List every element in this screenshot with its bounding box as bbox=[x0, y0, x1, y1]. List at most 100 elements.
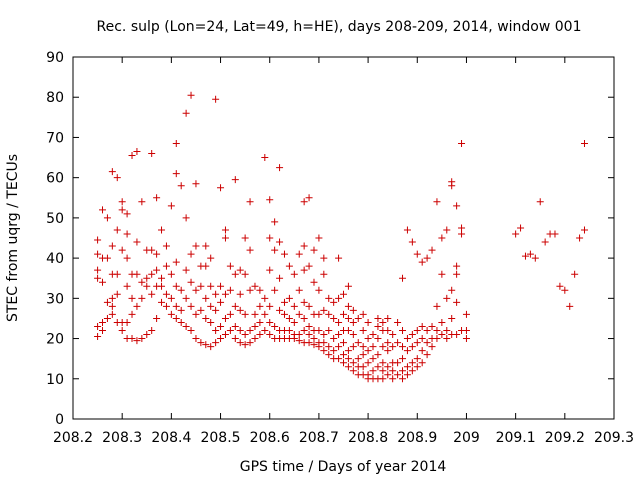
data-point bbox=[246, 339, 254, 347]
data-point bbox=[389, 343, 397, 351]
x-tick-label: 209.1 bbox=[496, 430, 536, 446]
data-point bbox=[94, 322, 102, 330]
data-point bbox=[344, 314, 352, 322]
data-point bbox=[192, 286, 200, 294]
data-point bbox=[153, 266, 161, 274]
data-point bbox=[94, 333, 102, 341]
data-point bbox=[295, 286, 303, 294]
data-point bbox=[580, 139, 588, 147]
data-point bbox=[266, 331, 274, 339]
data-point bbox=[320, 254, 328, 262]
data-point bbox=[133, 337, 141, 345]
data-point bbox=[221, 226, 229, 234]
data-point bbox=[300, 327, 308, 335]
data-point bbox=[113, 270, 121, 278]
data-point bbox=[335, 355, 343, 363]
data-point bbox=[394, 371, 402, 379]
data-point bbox=[394, 359, 402, 367]
data-point bbox=[99, 327, 107, 335]
data-point bbox=[103, 298, 111, 306]
data-point bbox=[226, 327, 234, 335]
y-tick-label: 90 bbox=[46, 50, 64, 66]
data-point bbox=[453, 262, 461, 270]
data-point bbox=[187, 302, 195, 310]
data-point bbox=[305, 262, 313, 270]
data-point bbox=[128, 294, 136, 302]
data-point bbox=[374, 322, 382, 330]
data-point bbox=[354, 339, 362, 347]
data-point bbox=[271, 218, 279, 226]
data-point bbox=[349, 343, 357, 351]
x-tick-label: 208.3 bbox=[102, 430, 142, 446]
x-tick-label: 209 bbox=[453, 430, 480, 446]
data-point bbox=[438, 234, 446, 242]
data-point bbox=[143, 282, 151, 290]
data-point bbox=[517, 224, 525, 232]
data-point bbox=[217, 282, 225, 290]
data-point bbox=[276, 274, 284, 282]
data-point bbox=[418, 258, 426, 266]
data-point bbox=[182, 109, 190, 117]
data-point bbox=[113, 226, 121, 234]
data-point bbox=[399, 375, 407, 383]
data-point bbox=[335, 318, 343, 326]
y-tick-label: 70 bbox=[46, 130, 64, 146]
data-point bbox=[182, 214, 190, 222]
data-point bbox=[285, 294, 293, 302]
data-point bbox=[182, 322, 190, 330]
data-point bbox=[423, 351, 431, 359]
data-point bbox=[251, 322, 259, 330]
data-point bbox=[94, 236, 102, 244]
data-point bbox=[236, 327, 244, 335]
data-point bbox=[340, 351, 347, 359]
x-tick-label: 208.2 bbox=[53, 430, 93, 446]
data-point bbox=[241, 310, 249, 318]
data-point bbox=[221, 234, 229, 242]
data-point bbox=[462, 327, 470, 335]
data-point bbox=[433, 302, 441, 310]
data-point bbox=[369, 343, 377, 351]
data-point bbox=[118, 206, 126, 214]
data-point bbox=[330, 335, 338, 343]
data-point bbox=[162, 302, 170, 310]
data-point bbox=[192, 335, 200, 343]
data-point bbox=[399, 327, 407, 335]
data-point bbox=[364, 318, 372, 326]
data-point bbox=[256, 286, 264, 294]
data-point bbox=[315, 286, 323, 294]
data-point bbox=[207, 282, 215, 290]
x-tick-label: 209.2 bbox=[545, 430, 585, 446]
data-point bbox=[428, 322, 436, 330]
data-point bbox=[531, 254, 539, 262]
data-point bbox=[349, 367, 357, 375]
data-point bbox=[172, 258, 180, 266]
data-point bbox=[423, 339, 431, 347]
data-point bbox=[423, 254, 431, 262]
data-point bbox=[251, 282, 259, 290]
data-point bbox=[197, 306, 205, 314]
data-point bbox=[561, 286, 569, 294]
data-point bbox=[438, 270, 446, 278]
data-point bbox=[241, 270, 249, 278]
data-point bbox=[158, 298, 166, 306]
data-point bbox=[138, 335, 146, 343]
data-point bbox=[448, 286, 456, 294]
data-point bbox=[285, 262, 293, 270]
data-point bbox=[231, 335, 239, 343]
data-point bbox=[231, 322, 239, 330]
data-point bbox=[384, 327, 392, 335]
x-tick-label: 208.4 bbox=[151, 430, 191, 446]
data-point bbox=[256, 318, 264, 326]
data-point bbox=[325, 351, 333, 359]
data-point bbox=[389, 375, 397, 383]
data-point bbox=[315, 310, 323, 318]
data-point bbox=[94, 250, 102, 258]
data-point bbox=[226, 262, 234, 270]
data-point bbox=[526, 250, 534, 258]
data-point bbox=[221, 314, 229, 322]
y-tick-label: 30 bbox=[46, 291, 64, 307]
data-point bbox=[148, 150, 156, 158]
data-point bbox=[295, 331, 303, 339]
data-point bbox=[192, 310, 200, 318]
data-point bbox=[148, 246, 156, 254]
